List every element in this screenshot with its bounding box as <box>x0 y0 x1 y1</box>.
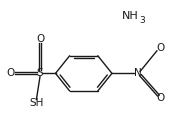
Text: N: N <box>134 68 141 78</box>
Text: S: S <box>37 68 43 78</box>
Text: NH: NH <box>122 11 139 21</box>
Text: O: O <box>156 43 164 53</box>
Text: 3: 3 <box>139 17 145 25</box>
Text: O: O <box>6 68 14 78</box>
Text: SH: SH <box>29 98 43 108</box>
Text: O: O <box>36 34 44 44</box>
Text: O: O <box>156 93 164 103</box>
